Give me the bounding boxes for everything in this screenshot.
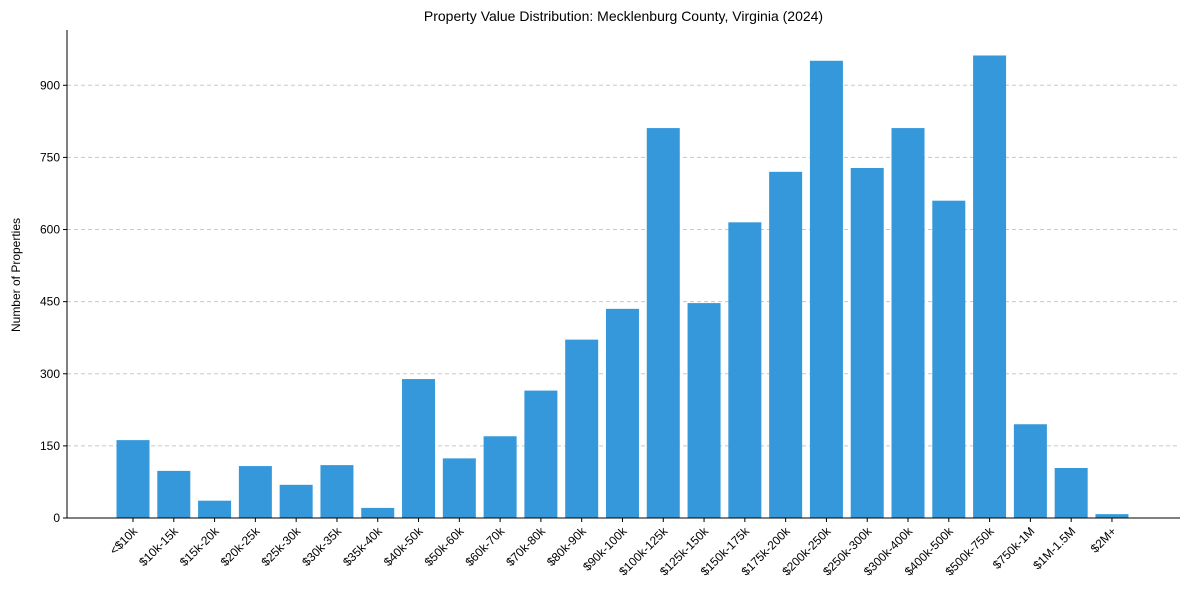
bar bbox=[1095, 514, 1129, 518]
bar bbox=[728, 222, 762, 518]
chart-title: Property Value Distribution: Mecklenburg… bbox=[423, 8, 824, 24]
bar bbox=[891, 128, 925, 518]
axis-layer bbox=[63, 30, 1180, 522]
bar bbox=[809, 60, 843, 518]
y-tick-label: 450 bbox=[40, 295, 60, 309]
bar bbox=[238, 466, 272, 518]
bar bbox=[605, 308, 639, 518]
y-tick-label: 900 bbox=[40, 78, 60, 92]
bar bbox=[442, 458, 476, 518]
x-tick-label: $2M+ bbox=[1088, 524, 1119, 555]
bar bbox=[320, 465, 354, 518]
bar bbox=[932, 200, 966, 518]
bar bbox=[116, 440, 150, 518]
bar bbox=[769, 171, 803, 518]
y-tick-label: 600 bbox=[40, 223, 60, 237]
x-tick-label: $20k-25k bbox=[218, 524, 264, 570]
x-tick-label: $35k-40k bbox=[340, 524, 386, 570]
bar bbox=[850, 167, 884, 518]
x-tick-label: $25k-30k bbox=[258, 524, 304, 570]
bar bbox=[402, 379, 436, 518]
x-tick-label: $70k-80k bbox=[503, 524, 549, 570]
x-tick-label: $10k-15k bbox=[136, 524, 182, 570]
bar bbox=[1013, 424, 1047, 518]
bar bbox=[483, 436, 517, 518]
y-tick-label: 750 bbox=[40, 150, 60, 164]
bar-layer bbox=[116, 55, 1129, 518]
bar bbox=[565, 339, 599, 518]
x-tick-label: $750k-1M bbox=[990, 524, 1038, 572]
bar bbox=[646, 128, 680, 518]
bar bbox=[361, 507, 395, 518]
bar bbox=[279, 484, 313, 518]
bar bbox=[157, 470, 191, 518]
bar bbox=[973, 55, 1007, 518]
x-tick-label: $50k-60k bbox=[422, 524, 468, 570]
x-tick-label: $1M-1.5M bbox=[1030, 524, 1078, 572]
x-tick-label: $60k-70k bbox=[462, 524, 508, 570]
bar bbox=[524, 390, 558, 518]
x-tick-label: $30k-35k bbox=[299, 524, 345, 570]
x-tick-label: $15k-20k bbox=[177, 524, 223, 570]
y-tick-label: 300 bbox=[40, 367, 60, 381]
bar bbox=[198, 500, 232, 518]
y-tick-label: 0 bbox=[53, 511, 60, 525]
x-tick-label: <$10k bbox=[107, 524, 141, 558]
y-tick-label: 150 bbox=[40, 439, 60, 453]
x-tick-label: $40k-50k bbox=[381, 524, 427, 570]
bar bbox=[687, 303, 721, 518]
bar bbox=[1054, 467, 1088, 518]
